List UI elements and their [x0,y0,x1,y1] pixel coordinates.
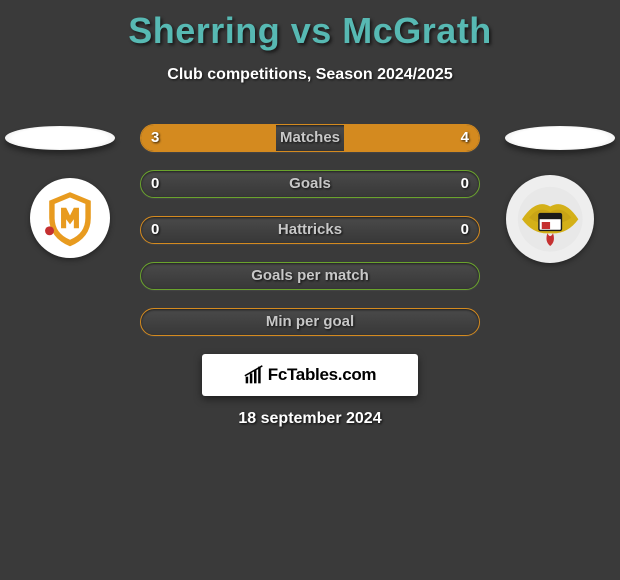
date-stamp: 18 september 2024 [0,410,620,428]
page-title: Sherring vs McGrath [0,0,620,52]
stat-bar: 0Hattricks0 [140,216,480,244]
left-team-crest [30,178,110,258]
bar-value-right: 0 [461,217,469,243]
bar-label: Goals per match [141,263,479,289]
bar-label: Hattricks [141,217,479,243]
stat-bar: 0Goals0 [140,170,480,198]
right-team-crest [506,175,594,263]
bar-label: Matches [141,125,479,151]
right-player-shadow [505,126,615,150]
stat-bar: Goals per match [140,262,480,290]
subtitle: Club competitions, Season 2024/2025 [0,66,620,84]
mk-dons-crest-icon [38,186,102,250]
stat-bar: 3Matches4 [140,124,480,152]
logo-text: FcTables.com [268,365,377,385]
fctables-logo: FcTables.com [202,354,418,396]
bar-label: Min per goal [141,309,479,335]
bar-value-right: 4 [461,125,469,151]
chart-bars-icon [244,365,264,385]
doncaster-crest-icon [515,184,585,254]
bar-value-right: 0 [461,171,469,197]
stat-bar: Min per goal [140,308,480,336]
left-player-shadow [5,126,115,150]
bar-label: Goals [141,171,479,197]
stat-bars: 3Matches40Goals00Hattricks0Goals per mat… [140,124,480,354]
